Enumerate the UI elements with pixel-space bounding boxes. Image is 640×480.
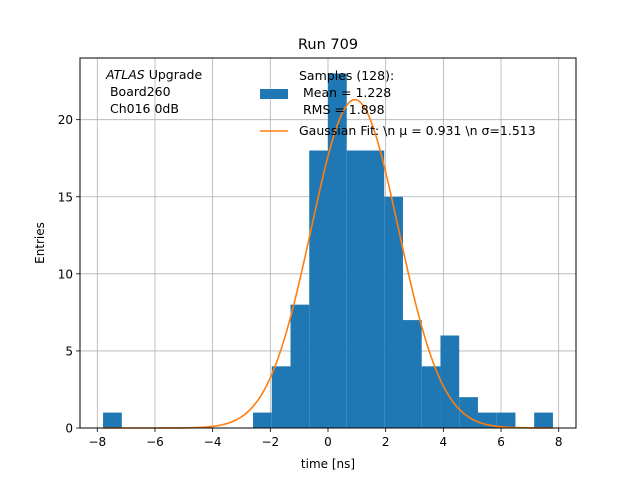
x-axis-label: time [ns] — [301, 457, 355, 471]
legend-histogram-swatch — [260, 89, 288, 99]
x-tick-label: −4 — [204, 435, 222, 449]
channel-label: Ch016 0dB — [106, 101, 179, 116]
x-tick-label: 0 — [324, 435, 332, 449]
legend: Samples (128): Mean = 1.228 RMS = 1.898 … — [260, 68, 536, 138]
x-tick-label: −8 — [88, 435, 106, 449]
x-tick-label: 2 — [382, 435, 390, 449]
y-axis-ticks: 0 5 10 15 20 — [58, 113, 80, 436]
histogram-bar — [328, 73, 347, 429]
histogram-bar — [103, 412, 122, 428]
histogram-bar — [534, 412, 553, 428]
atlas-annotation: ATLAS Upgrade Board260 Ch016 0dB — [105, 67, 202, 116]
histogram-bar — [253, 412, 272, 428]
histogram-bar — [365, 150, 385, 428]
histogram-bar — [421, 366, 441, 428]
histogram-bars — [103, 73, 553, 429]
x-tick-label: 6 — [497, 435, 505, 449]
y-tick-label: 5 — [65, 344, 73, 358]
y-tick-label: 0 — [65, 422, 73, 436]
legend-samples-line3: RMS = 1.898 — [299, 102, 385, 117]
x-axis-ticks: −8 −6 −4 −2 0 2 4 6 8 — [88, 428, 563, 449]
legend-samples-line1: Samples (128): — [299, 68, 394, 83]
x-tick-label: −6 — [146, 435, 164, 449]
y-tick-label: 20 — [58, 113, 73, 127]
histogram-bar — [402, 320, 422, 428]
x-tick-label: −2 — [261, 435, 279, 449]
x-tick-label: 8 — [555, 435, 563, 449]
histogram-bar — [496, 412, 516, 428]
histogram-bar — [440, 335, 460, 428]
svg-text:ATLAS Upgrade: ATLAS Upgrade — [105, 67, 202, 82]
histogram-bar — [346, 150, 366, 428]
legend-samples-line2: Mean = 1.228 — [299, 85, 391, 100]
histogram-bar — [271, 366, 291, 428]
y-axis-label: Entries — [33, 222, 47, 264]
y-tick-label: 15 — [58, 190, 73, 204]
y-tick-label: 10 — [58, 267, 73, 281]
upgrade-label: Upgrade — [145, 67, 203, 82]
atlas-label: ATLAS — [105, 67, 145, 82]
x-tick-label: 4 — [440, 435, 448, 449]
histogram-bar — [290, 304, 310, 428]
legend-fit-label: Gaussian Fit: \n μ = 0.931 \n σ=1.513 — [299, 123, 536, 138]
board-label: Board260 — [106, 84, 171, 99]
chart-title: Run 709 — [298, 37, 358, 53]
histogram-bar — [384, 196, 403, 428]
